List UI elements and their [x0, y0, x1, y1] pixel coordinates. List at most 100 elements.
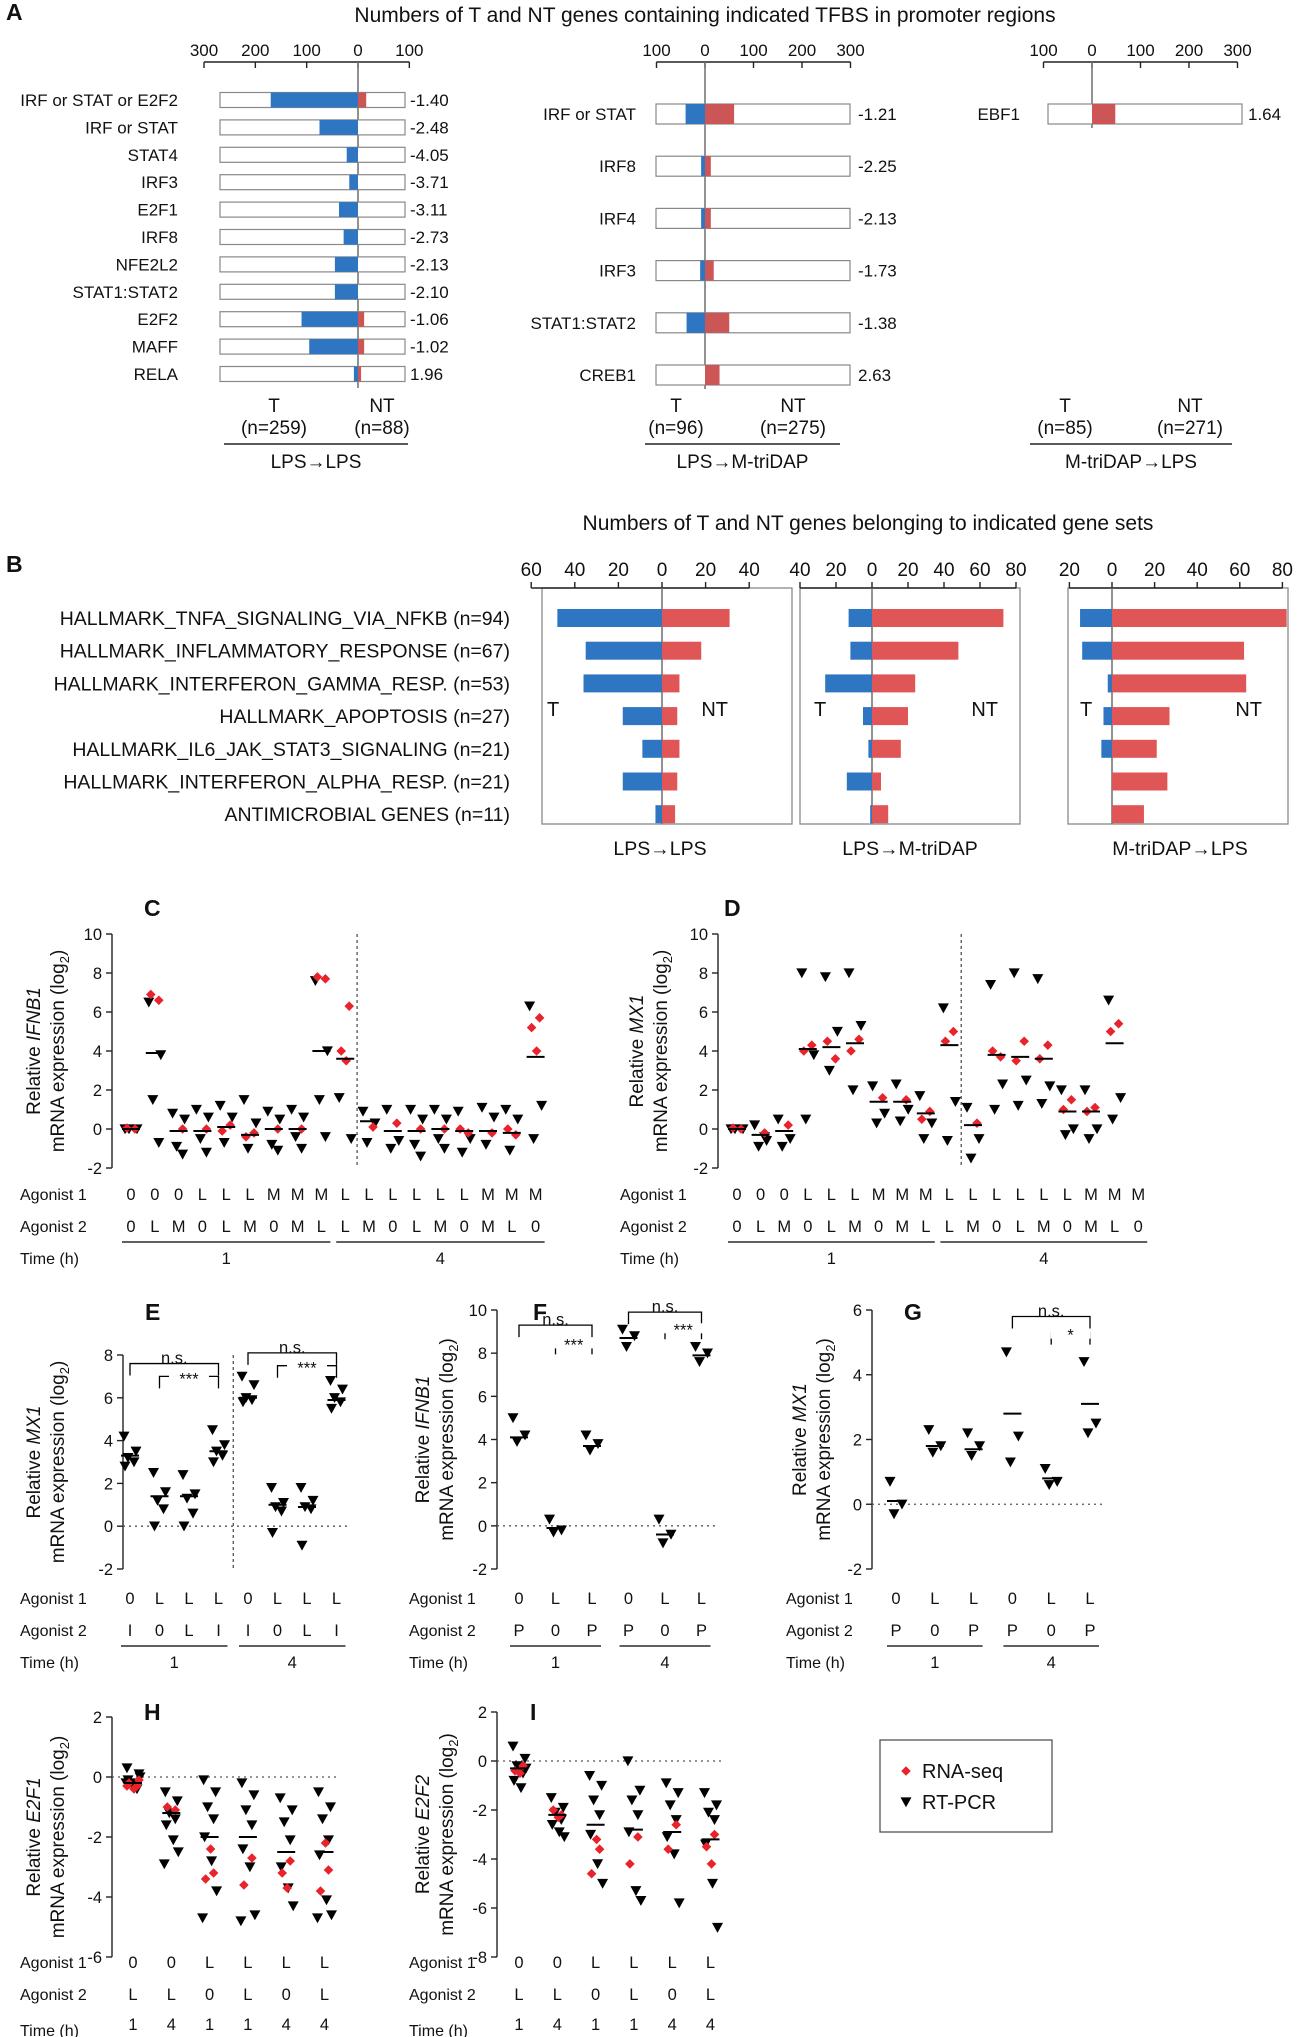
y-tick-label: 8 — [93, 965, 102, 983]
agonist1-value: 0 — [128, 1954, 137, 1972]
bar-frame — [655, 103, 851, 125]
y-axis-label-close: ) — [48, 950, 69, 956]
y-tick-label: 10 — [84, 926, 102, 944]
t-label: T — [268, 396, 280, 417]
t-count: (n=85) — [1037, 418, 1092, 439]
rt-pcr-point — [284, 1835, 296, 1846]
rt-pcr-point — [275, 1862, 287, 1873]
panel-b-chart-1: 60 40 20 0 20 40 T NT LPS→LPS — [521, 560, 793, 860]
agonist2-value: L — [320, 1986, 329, 2004]
agonist1-value: L — [273, 1590, 282, 1608]
rt-pcr-point — [1020, 1075, 1032, 1086]
agonist1-value: L — [155, 1590, 164, 1608]
rt-pcr-point — [580, 1430, 592, 1441]
agonist2-value: L — [243, 1986, 252, 2004]
agonist1-value: L — [214, 1590, 223, 1608]
agonist1-row-label: Agonist 1 — [786, 1591, 853, 1608]
rt-pcr-point — [177, 1149, 189, 1160]
agonist1-value: L — [850, 1186, 859, 1204]
y-axis-label-units-text: mRNA expression (log — [814, 1352, 835, 1541]
rna-seq-point — [940, 1036, 951, 1047]
y-tick-label: 2 — [478, 1475, 487, 1493]
rt-pcr-point — [326, 1910, 337, 1921]
agonist2-value: M — [1084, 1218, 1098, 1236]
x-tick-label: 300 — [836, 41, 864, 60]
bar-t — [701, 208, 705, 229]
rt-pcr-point — [884, 1476, 896, 1487]
gene-set-label: HALLMARK_IL6_JAK_STAT3_SIGNALING (n=21) — [72, 739, 510, 761]
significance-bracket — [518, 1324, 593, 1338]
rt-pcr-point — [405, 1104, 417, 1115]
agonist2-value: 0 — [1134, 1218, 1143, 1236]
rt-pcr-point — [1067, 1124, 1079, 1135]
agonist1-value: L — [460, 1186, 469, 1204]
rna-seq-point — [917, 1114, 927, 1125]
y-axis-label-gene: Relative MX1 — [790, 1383, 811, 1496]
y-tick-label: 4 — [93, 1043, 102, 1061]
x-tick-label: 40 — [564, 560, 585, 581]
bar-nt — [1112, 609, 1287, 627]
rt-pcr-point — [319, 1132, 331, 1143]
rna-seq-point — [830, 1054, 841, 1064]
rt-pcr-point — [923, 1425, 935, 1436]
y-tick-label: 8 — [104, 1347, 113, 1365]
rt-pcr-point — [558, 1832, 570, 1843]
t-count: (n=259) — [241, 418, 307, 439]
rt-pcr-point — [246, 1395, 258, 1406]
time-value: 1 — [514, 2016, 523, 2034]
agonist2-row-label: Agonist 2 — [409, 1987, 476, 2004]
panel-a-title: Numbers of T and NT genes containing ind… — [354, 4, 1055, 27]
x-tick-label: 60 — [969, 560, 990, 581]
agonist2-value: 0 — [282, 1986, 291, 2004]
panel-letter-a: A — [6, 0, 23, 25]
y-tick-label: 6 — [478, 1388, 487, 1406]
rt-pcr-point — [409, 1139, 421, 1150]
x-tick-label: 100 — [739, 41, 767, 60]
y-axis-label-prefix: Relative — [413, 1820, 434, 1894]
t-label: T — [1059, 396, 1071, 417]
rt-pcr-point — [672, 1788, 684, 1799]
rt-pcr-point — [208, 1814, 220, 1825]
bar-t — [309, 339, 358, 355]
rna-seq-point — [1105, 1026, 1116, 1037]
rt-pcr-point — [250, 1118, 262, 1129]
bar-t — [846, 772, 872, 791]
agonist2-value: 0 — [732, 1218, 741, 1236]
significance-label: n.s. — [1038, 1302, 1065, 1320]
agonist2-value: 0 — [591, 1986, 600, 2004]
rna-seq-point — [277, 1868, 287, 1878]
y-tick-label: -4 — [87, 1889, 102, 1907]
rt-pcr-point — [519, 1430, 531, 1441]
bar-t — [1082, 641, 1112, 660]
agonist1-value: L — [587, 1590, 596, 1608]
rt-pcr-point — [584, 1445, 596, 1456]
y-axis-label-gene-name: E2F1 — [24, 1777, 45, 1822]
rt-pcr-point — [1103, 995, 1115, 1006]
agonist2-value: 0 — [205, 1986, 214, 2004]
rt-pcr-point — [152, 1495, 163, 1506]
rt-pcr-point — [545, 1793, 557, 1803]
significance-bracket — [1011, 1315, 1091, 1329]
y-tick-label: -2 — [472, 1561, 487, 1579]
rna-seq-point — [972, 1118, 982, 1128]
rt-pcr-point — [519, 1753, 531, 1764]
bar-t — [334, 284, 358, 300]
y-axis-label-gene: Relative MX1 — [24, 1406, 45, 1519]
y-axis-label-close: ) — [48, 1736, 69, 1742]
y-tick-label: 8 — [699, 965, 708, 983]
rt-pcr-point — [694, 1357, 705, 1368]
y-axis-label-gene: Relative MX1 — [627, 995, 648, 1108]
rt-pcr-point — [914, 1091, 926, 1102]
rt-pcr-point — [432, 1134, 444, 1144]
rt-pcr-point — [236, 1778, 248, 1789]
rt-pcr-point — [661, 1832, 673, 1843]
y-tick-label: -6 — [472, 1900, 487, 1918]
rt-pcr-point — [236, 1371, 248, 1382]
agonist1-value: L — [697, 1590, 706, 1608]
x-tick-label: 40 — [789, 560, 810, 581]
rna-seq-point — [241, 1132, 251, 1142]
agonist2-value: 0 — [660, 1622, 669, 1640]
rna-seq-point — [392, 1118, 402, 1128]
y-axis-label-gene-name: MX1 — [24, 1406, 45, 1445]
